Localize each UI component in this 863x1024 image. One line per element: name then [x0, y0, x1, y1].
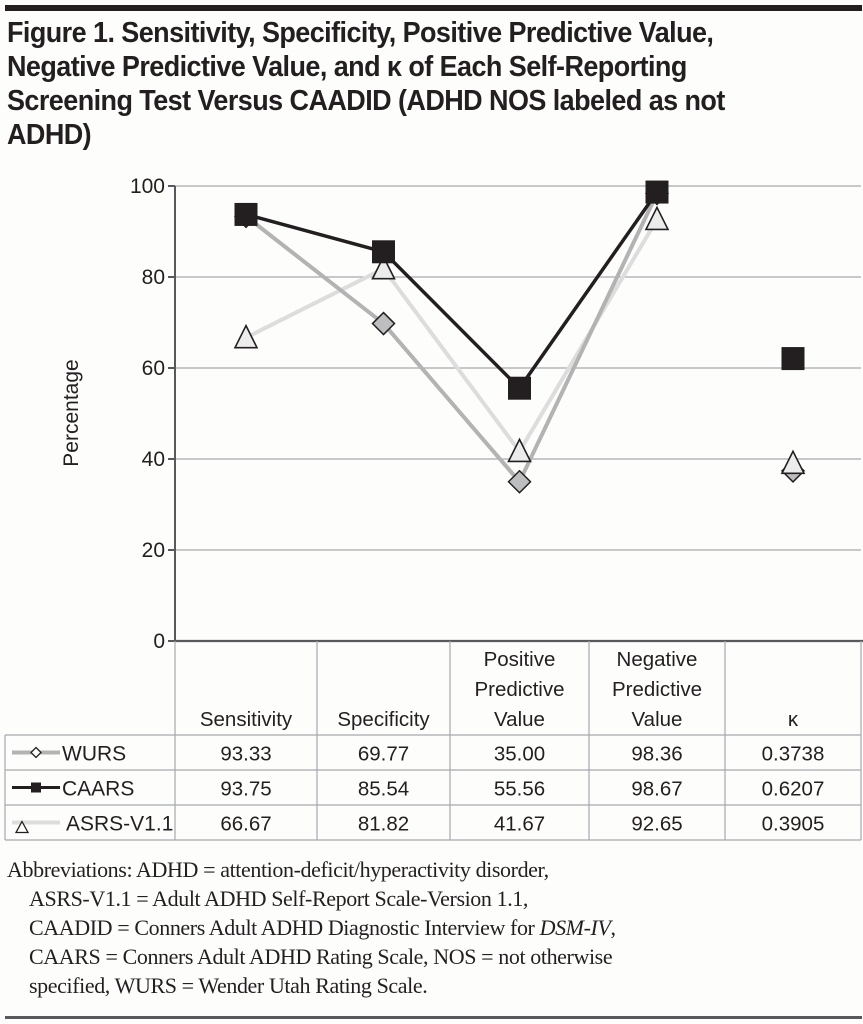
- table-cell: 0.3905: [762, 813, 825, 836]
- table-cell: 92.65: [631, 813, 682, 836]
- data-point-asrs-v1.1: [780, 449, 806, 475]
- data-point-wurs: [371, 311, 396, 336]
- data-point-asrs-v1.1: [371, 254, 396, 280]
- y-tick-label: 40: [142, 448, 165, 471]
- abbr-line-5: specified, WURS = Wender Utah Rating Sca…: [29, 973, 428, 998]
- data-point-asrs-v1.1: [507, 437, 532, 463]
- data-point-asrs-v1.1: [644, 205, 670, 231]
- table-header-label: Predictive: [612, 678, 702, 701]
- table-cell: 66.67: [220, 813, 271, 836]
- y-axis-ticks: 0 20 40 60 80 100: [130, 175, 175, 653]
- y-tick-label: 100: [130, 175, 165, 198]
- y-tick-label: 0: [153, 630, 165, 653]
- series-lines: [244, 191, 659, 486]
- chart: 0 20 40 60 80 100 Percentage Sensitivity Speci…: [4, 175, 863, 841]
- table-cell: 98.67: [631, 778, 682, 801]
- abbr-dsm-iv: DSM-IV: [539, 915, 611, 940]
- table-cell: 35.00: [494, 743, 545, 766]
- data-point-caars: [372, 240, 395, 264]
- table-cell: 0.6207: [762, 778, 825, 801]
- table-cell: 0.3738: [762, 743, 825, 766]
- abbr-comma: ,: [610, 915, 617, 940]
- table-cell: 69.77: [358, 743, 409, 766]
- figure-title: Figure 1. Sensitivity, Specificity, Posi…: [7, 16, 798, 152]
- title-line-3: Screening Test Versus CAADID (ADHD NOS l…: [7, 85, 725, 117]
- data-point-caars: [508, 376, 531, 400]
- data-point-wurs: [507, 469, 532, 494]
- legend-label-wurs: WURS: [62, 743, 126, 766]
- table-cell: 85.54: [358, 778, 409, 801]
- data-point-asrs-v1.1: [233, 323, 259, 349]
- bottom-rule: [5, 1016, 862, 1019]
- series-line-caars: [245, 191, 659, 391]
- table-header-label: κ: [788, 708, 799, 731]
- y-tick-label: 20: [142, 539, 165, 562]
- legend-marker-caars: [31, 782, 41, 793]
- y-tick-label: 80: [142, 266, 165, 289]
- title-line-4: ADHD): [7, 119, 92, 151]
- abbr-line-2: ASRS-V1.1 = Adult ADHD Self-Report Scale…: [29, 886, 529, 911]
- data-point-caars: [781, 347, 805, 371]
- top-rule: [5, 5, 862, 11]
- table-header-label: Positive: [484, 648, 556, 671]
- abbr-line-3: CAADID = Conners Adult ADHD Diagnostic I…: [7, 913, 857, 942]
- abbr-line-1: Abbreviations: ADHD = attention-deficit/…: [7, 857, 549, 882]
- legend-marker-wurs: [30, 746, 42, 759]
- data-point-caars: [645, 180, 669, 204]
- gridlines: [175, 185, 863, 643]
- series-line-wurs: [244, 192, 659, 486]
- title-line-1: Figure 1. Sensitivity, Specificity, Posi…: [7, 17, 714, 49]
- abbr-line-3-text: CAADID = Conners Adult ADHD Diagnostic I…: [29, 915, 540, 940]
- legend-marker-asrs-v1.1: [14, 820, 30, 834]
- data-table: Sensitivity Specificity Positive Predictive…: [4, 641, 862, 841]
- table-cell: 41.67: [494, 813, 545, 836]
- table-header-label: Sensitivity: [200, 708, 293, 731]
- table-cell: 93.33: [220, 743, 271, 766]
- table-header-label: Negative: [617, 648, 698, 671]
- series-line-asrs-v1.1: [245, 218, 659, 456]
- table-cell: 98.36: [631, 743, 682, 766]
- table-cell: 81.82: [358, 813, 409, 836]
- table-cell: 93.75: [220, 778, 271, 801]
- table-header-label: Specificity: [337, 708, 430, 731]
- y-tick-label: 60: [142, 357, 165, 380]
- table-header-label: Value: [494, 708, 545, 731]
- y-axis-label: Percentage: [60, 359, 83, 466]
- legend-label-asrs-v1.1: ASRS-V1.1: [66, 813, 173, 836]
- abbreviations-note: Abbreviations: ADHD = attention-deficit/…: [7, 855, 857, 1000]
- table-header-label: Value: [632, 708, 683, 731]
- abbr-line-4: CAARS = Conners Adult ADHD Rating Scale,…: [29, 944, 613, 969]
- table-header-label: Predictive: [474, 678, 564, 701]
- data-point-caars: [234, 202, 258, 226]
- table-cell: 55.56: [494, 778, 545, 801]
- title-line-2: Negative Predictive Value, and κ of Each…: [7, 51, 687, 83]
- legend-label-caars: CAARS: [62, 778, 134, 801]
- series-markers: [233, 180, 806, 494]
